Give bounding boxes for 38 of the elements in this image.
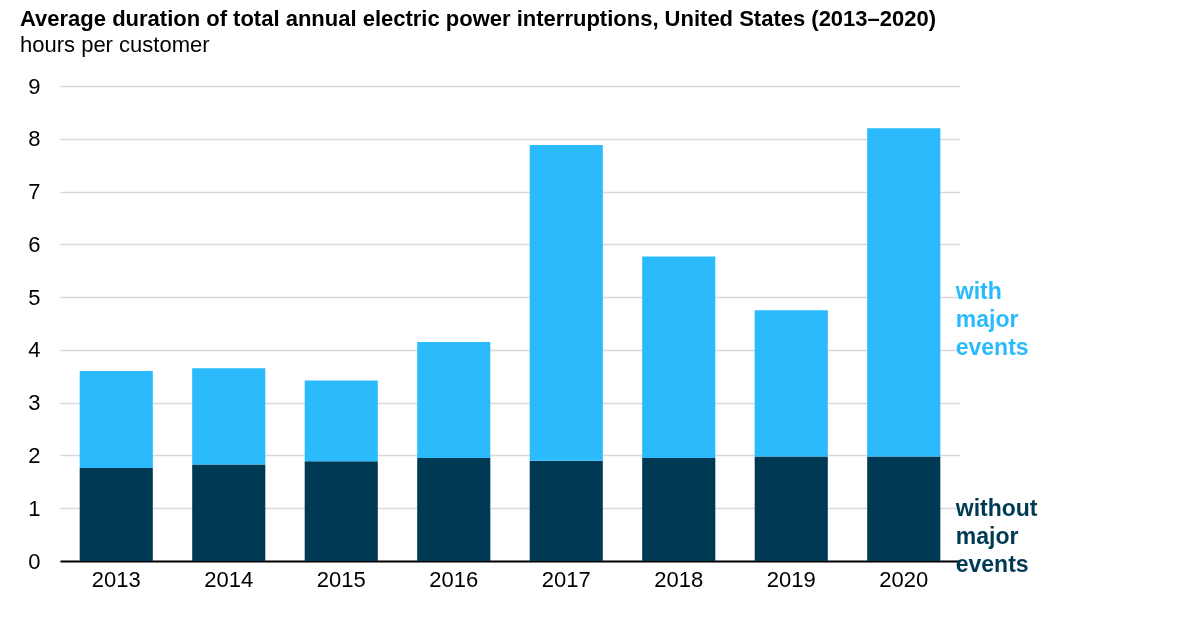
y-tick-label: 8 — [28, 126, 41, 152]
bar — [529, 460, 603, 561]
bar — [642, 256, 716, 459]
bar — [79, 468, 153, 561]
y-tick-label: 1 — [28, 495, 41, 521]
y-tick-label: 7 — [28, 179, 41, 205]
bar — [192, 464, 266, 561]
x-tick-label: 2016 — [429, 566, 479, 592]
bar — [642, 458, 716, 561]
bar — [417, 458, 491, 561]
bar — [192, 368, 266, 465]
x-tick-label: 2019 — [766, 566, 816, 592]
bar — [867, 456, 941, 561]
bar — [304, 380, 378, 462]
y-tick-label: 0 — [28, 548, 41, 574]
chart-title: Average duration of total annual electric power interruptions, United States (2013–2020) — [20, 6, 937, 31]
x-tick-label: 2018 — [654, 566, 704, 592]
y-tick-label: 9 — [28, 73, 41, 99]
y-tick-label: 4 — [28, 337, 41, 363]
x-tick-label: 2013 — [91, 566, 141, 592]
series-label: without major events — [954, 494, 1038, 577]
x-tick-label: 2020 — [879, 566, 929, 592]
bar — [867, 128, 941, 457]
bar — [529, 145, 603, 461]
y-tick-label: 3 — [28, 390, 41, 416]
bar — [79, 371, 153, 469]
bar — [754, 310, 828, 457]
bar — [754, 456, 828, 561]
series-label: with major events — [954, 278, 1029, 361]
x-tick-label: 2015 — [316, 566, 366, 592]
x-tick-label: 2017 — [541, 566, 591, 592]
y-tick-label: 2 — [28, 442, 41, 468]
x-tick-label: 2014 — [204, 566, 254, 592]
bar — [304, 461, 378, 561]
y-tick-label: 5 — [28, 284, 41, 310]
bar — [417, 341, 491, 459]
y-tick-label: 6 — [28, 231, 41, 257]
chart-subtitle: hours per customer — [20, 32, 210, 57]
